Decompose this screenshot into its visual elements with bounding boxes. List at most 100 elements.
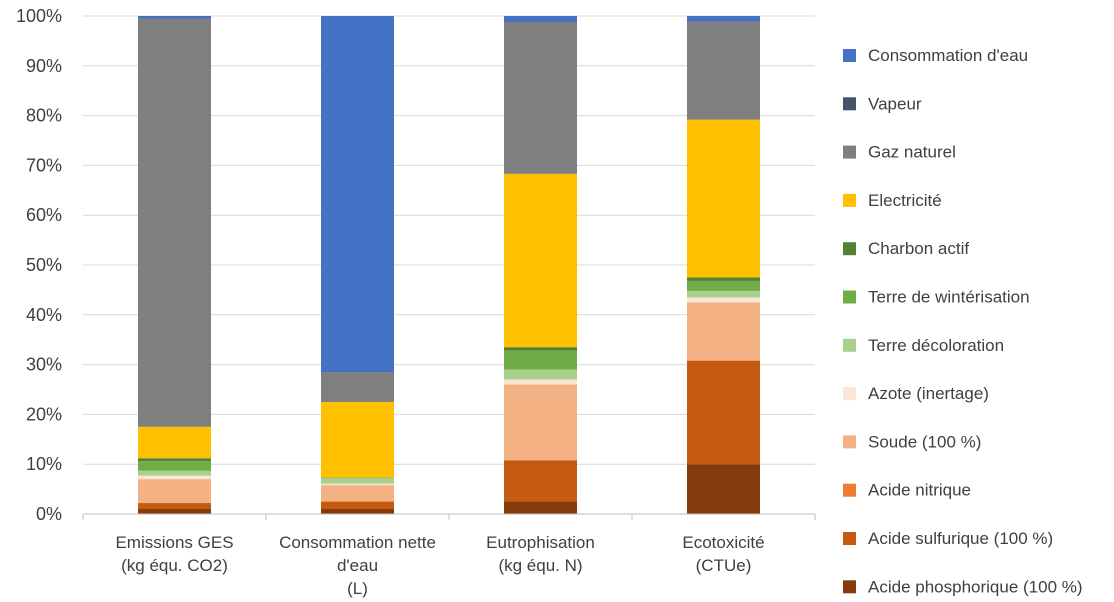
- legend-item-vapeur: Vapeur: [843, 94, 922, 113]
- bar-segment-consommation-d-eau: [138, 16, 211, 19]
- legend-swatch: [843, 145, 856, 159]
- bar-segment-terre-decoloration: [687, 290, 760, 298]
- legend-label: Gaz naturel: [868, 143, 956, 162]
- legend-label: Electricité: [868, 191, 942, 210]
- bar-segment-azote-inertage: [321, 483, 394, 486]
- bar-segment-azote-inertage: [138, 475, 211, 480]
- y-tick-label: 100%: [16, 6, 62, 26]
- bar-segment-consommation-d-eau: [504, 16, 577, 22]
- bar-segment-acide-phosphorique-100: [504, 501, 577, 514]
- bar-segment-soude-100: [321, 485, 394, 502]
- bar-segment-charbon-actif: [138, 458, 211, 462]
- bar-stack-eutrophisation: [504, 16, 577, 514]
- bar-segment-gaz-naturel: [321, 372, 394, 402]
- legend-swatch: [843, 338, 856, 352]
- y-tick-label: 0%: [36, 504, 62, 524]
- bar-segment-terre-decoloration: [321, 478, 394, 484]
- bar-segment-acide-phosphorique-100: [138, 509, 211, 514]
- y-tick-label: 70%: [26, 155, 62, 175]
- legend-swatch: [843, 242, 856, 256]
- bar-segment-soude-100: [687, 302, 760, 361]
- y-axis-tick-labels: 0% 10% 20% 30% 40% 50% 60% 70% 80% 90% 100%: [16, 6, 62, 524]
- y-tick-label: 10%: [26, 454, 62, 474]
- legend-swatch: [843, 483, 856, 497]
- legend-label: Vapeur: [868, 94, 922, 113]
- legend-label: Azote (inertage): [868, 384, 989, 403]
- x-category-label-line: (kg équ. CO2): [121, 556, 228, 575]
- bar-segment-consommation-d-eau: [687, 16, 760, 22]
- bar-segment-gaz-naturel: [687, 21, 760, 120]
- legend-item-acide-sulfurique-100: Acide sulfurique (100 %): [843, 529, 1053, 548]
- bar-segment-acide-sulfurique-100: [504, 460, 577, 502]
- legend-item-gaz-naturel: Gaz naturel: [843, 143, 956, 162]
- x-category-label: Emissions GES (kg équ. CO2): [115, 533, 233, 575]
- legend-swatch: [843, 290, 856, 304]
- legend-swatch: [843, 387, 856, 401]
- bar-segment-terre-de-winterisation: [504, 350, 577, 370]
- bar-segment-terre-decoloration: [504, 369, 577, 380]
- y-tick-label: 20%: [26, 404, 62, 424]
- bar-segment-electricite: [138, 426, 211, 459]
- y-tick-label: 80%: [26, 106, 62, 126]
- bar-segment-electricite: [504, 173, 577, 348]
- bar-segment-acide-sulfurique-100: [321, 501, 394, 510]
- bar-segment-acide-sulfurique-100: [687, 360, 760, 465]
- x-category-label-line: (CTUe): [696, 556, 752, 575]
- legend-label: Acide phosphorique (100 %): [868, 577, 1083, 596]
- bar-segment-charbon-actif: [504, 347, 577, 351]
- bar-segment-soude-100: [138, 479, 211, 504]
- bar-segment-acide-phosphorique-100: [321, 509, 394, 514]
- legend-label: Charbon actif: [868, 239, 969, 258]
- legend-item-terre-de-winterisation: Terre de wintérisation: [843, 288, 1030, 307]
- legend-swatch: [843, 580, 856, 594]
- x-category-label-line: Eutrophisation: [486, 533, 595, 552]
- legend-item-consommation-d-eau: Consommation d'eau: [843, 46, 1028, 65]
- legend-item-charbon-actif: Charbon actif: [843, 239, 969, 258]
- legend-swatch: [843, 435, 856, 449]
- legend-label: Acide sulfurique (100 %): [868, 529, 1053, 548]
- x-category-label-line: (kg équ. N): [498, 556, 582, 575]
- bar-segment-terre-decoloration: [138, 470, 211, 476]
- bar-segment-consommation-d-eau: [321, 16, 394, 373]
- legend-swatch: [843, 193, 856, 207]
- y-tick-label: 40%: [26, 305, 62, 325]
- bar-segment-soude-100: [504, 384, 577, 461]
- x-axis-category-labels: Emissions GES (kg équ. CO2) Consommation n…: [115, 533, 764, 598]
- legend-swatch: [843, 49, 856, 62]
- legend-item-soude-100: Soude (100 %): [843, 432, 981, 451]
- x-category-label-line: Ecotoxicité: [682, 533, 764, 552]
- x-axis: [82, 513, 816, 520]
- bar-stack-ecotoxicite: [687, 16, 760, 514]
- y-tick-label: 90%: [26, 56, 62, 76]
- bar-segment-azote-inertage: [687, 297, 760, 303]
- bar-segment-electricite: [321, 401, 394, 478]
- bar-segment-azote-inertage: [504, 379, 577, 385]
- bar-segment-gaz-naturel: [504, 21, 577, 174]
- y-tick-label: 30%: [26, 355, 62, 375]
- legend-label: Soude (100 %): [868, 432, 981, 451]
- legend: Consommation d'eau Vapeur Gaz naturel Elect…: [843, 46, 1083, 596]
- legend-item-terre-decoloration: Terre décoloration: [843, 336, 1004, 355]
- bar-segment-terre-de-winterisation: [138, 461, 211, 471]
- x-category-label: Ecotoxicité (CTUe): [682, 533, 764, 575]
- bar-segment-acide-sulfurique-100: [138, 503, 211, 510]
- y-tick-label: 50%: [26, 255, 62, 275]
- bar-segment-acide-phosphorique-100: [687, 464, 760, 514]
- bar-segment-charbon-actif: [687, 277, 760, 281]
- legend-swatch: [843, 532, 856, 545]
- bar-stack-consommation-nette: [321, 16, 394, 514]
- legend-item-azote-inertage: Azote (inertage): [843, 384, 989, 403]
- legend-label: Consommation d'eau: [868, 46, 1028, 65]
- x-category-label-line: (L): [347, 579, 368, 598]
- legend-item-electricite: Electricité: [843, 191, 942, 210]
- legend-label: Acide nitrique: [868, 481, 971, 500]
- x-category-label: Eutrophisation (kg équ. N): [486, 533, 595, 575]
- legend-item-acide-phosphorique-100: Acide phosphorique (100 %): [843, 577, 1083, 596]
- legend-label: Terre de wintérisation: [868, 288, 1030, 307]
- bar-segment-terre-de-winterisation: [687, 280, 760, 291]
- bars: [138, 16, 760, 514]
- bar-segment-gaz-naturel: [138, 18, 211, 427]
- legend-swatch: [843, 97, 856, 111]
- legend-item-acide-nitrique: Acide nitrique: [843, 481, 971, 500]
